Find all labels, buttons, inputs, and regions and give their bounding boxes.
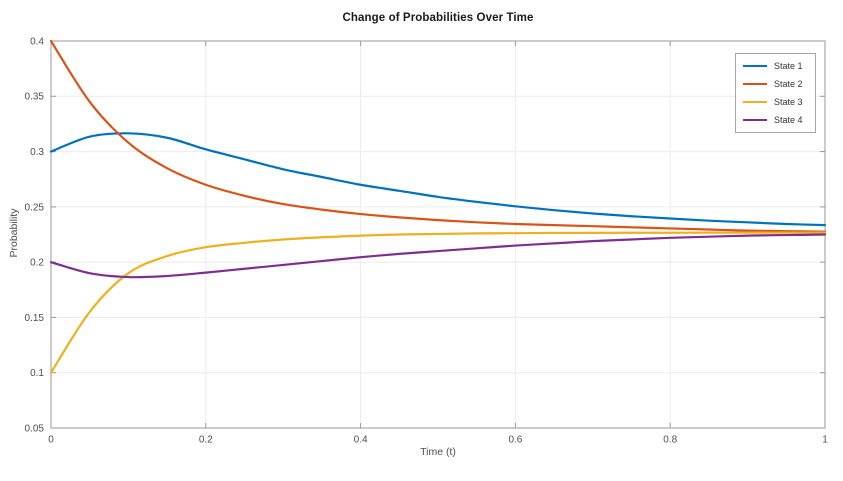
x-tick-label: 0.2	[199, 434, 213, 445]
legend-item-state-4: State 4	[736, 115, 815, 125]
y-tick-label: 0.1	[30, 368, 44, 379]
legend-item-state-1: State 1	[736, 61, 815, 71]
legend-line-swatch	[743, 65, 767, 67]
y-tick-label: 0.25	[25, 202, 45, 213]
y-tick-label: 0.2	[30, 258, 44, 269]
legend-line-swatch	[743, 119, 767, 121]
y-axis-label: Probability	[8, 208, 20, 258]
legend-label: State 4	[774, 115, 803, 125]
legend-item-state-2: State 2	[736, 79, 815, 89]
y-tick-label: 0.05	[25, 423, 45, 434]
x-tick-label: 1	[822, 434, 828, 445]
legend-label: State 1	[774, 61, 803, 71]
legend-line-swatch	[743, 101, 767, 103]
x-tick-label: 0	[48, 434, 54, 445]
series-line-state-1	[49, 132, 827, 227]
series-line-state-4	[49, 233, 827, 279]
legend: State 1 State 2 State 3 State 4	[735, 53, 816, 133]
series-line-state-2	[49, 39, 827, 233]
x-axis-label: Time (t)	[420, 446, 456, 458]
chart-title: Change of Probabilities Over Time	[342, 12, 534, 24]
y-tick-label: 0.3	[30, 147, 44, 158]
y-tick-label: 0.15	[25, 313, 45, 324]
x-tick-label: 0.4	[354, 434, 368, 445]
legend-label: State 3	[774, 97, 803, 107]
x-tick-label: 0.8	[663, 434, 677, 445]
x-tick-label: 0.6	[508, 434, 522, 445]
y-tick-label: 0.35	[25, 92, 45, 103]
legend-line-swatch	[743, 83, 767, 85]
series-line-state-3	[49, 231, 827, 374]
y-tick-label: 0.4	[30, 36, 44, 47]
legend-label: State 2	[774, 79, 803, 89]
legend-item-state-3: State 3	[736, 97, 815, 107]
